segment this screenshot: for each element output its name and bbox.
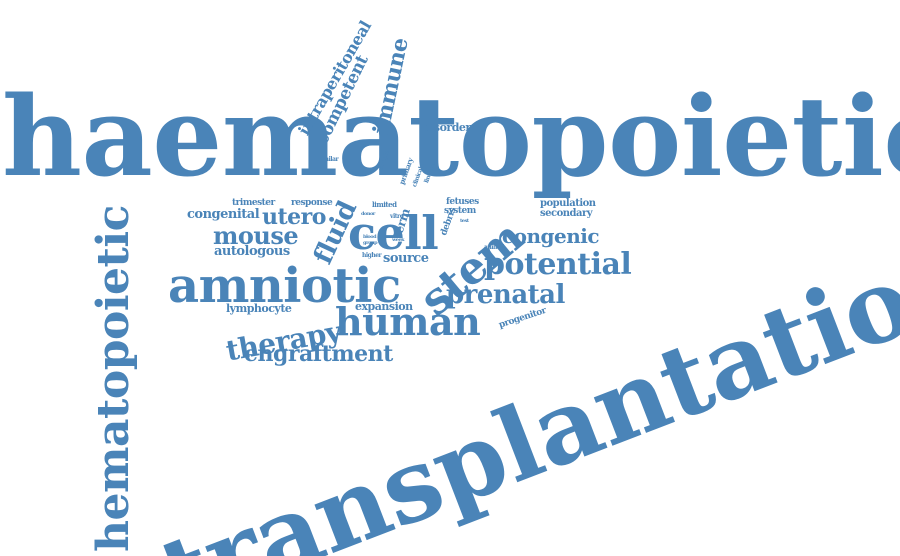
word-fetuses: fetuses (446, 197, 479, 207)
word-population: population (540, 198, 596, 209)
word-response: response (291, 198, 333, 208)
word-disorder: disorder (423, 121, 471, 134)
word-similar: similar (318, 156, 339, 163)
word-blood: blood (363, 234, 377, 240)
word-donor: donor (361, 211, 375, 217)
word-secondary: secondary (540, 208, 593, 219)
word-haematopoietic: haematopoietic (2, 72, 900, 201)
word-engraftment: engraftment (244, 341, 393, 367)
word-higher: higher (362, 252, 382, 259)
word-cell: cell (348, 206, 439, 260)
word-autologous: autologous (214, 244, 290, 259)
word-congenital: congenital (187, 207, 260, 222)
word-debris: debris (439, 206, 459, 238)
word-potential: potential (484, 247, 632, 282)
word-limited: limited (372, 200, 397, 209)
word-source: source (383, 251, 429, 266)
word-hematopoietic: hematopoietic (88, 205, 139, 552)
word-mouse: mouse (213, 221, 299, 250)
word-expansion: expansion (355, 300, 413, 313)
word-utero: utero (262, 204, 326, 230)
word-animal: animal (484, 244, 505, 251)
word-lymphocyte: lymphocyte (226, 302, 292, 315)
word-amniotic: amniotic (168, 258, 401, 314)
word-human: human (335, 299, 481, 344)
word-progenitor: progenitor (497, 305, 548, 331)
word-trimester: trimester (232, 198, 275, 208)
word-prenatal: prenatal (446, 280, 565, 310)
word-vitro: vitro (390, 213, 404, 220)
word-congenic: congenic (502, 224, 600, 248)
word-week: week (392, 237, 405, 243)
word-system: system (444, 206, 476, 216)
word-test: test (460, 218, 469, 224)
word-group: group (363, 240, 378, 246)
